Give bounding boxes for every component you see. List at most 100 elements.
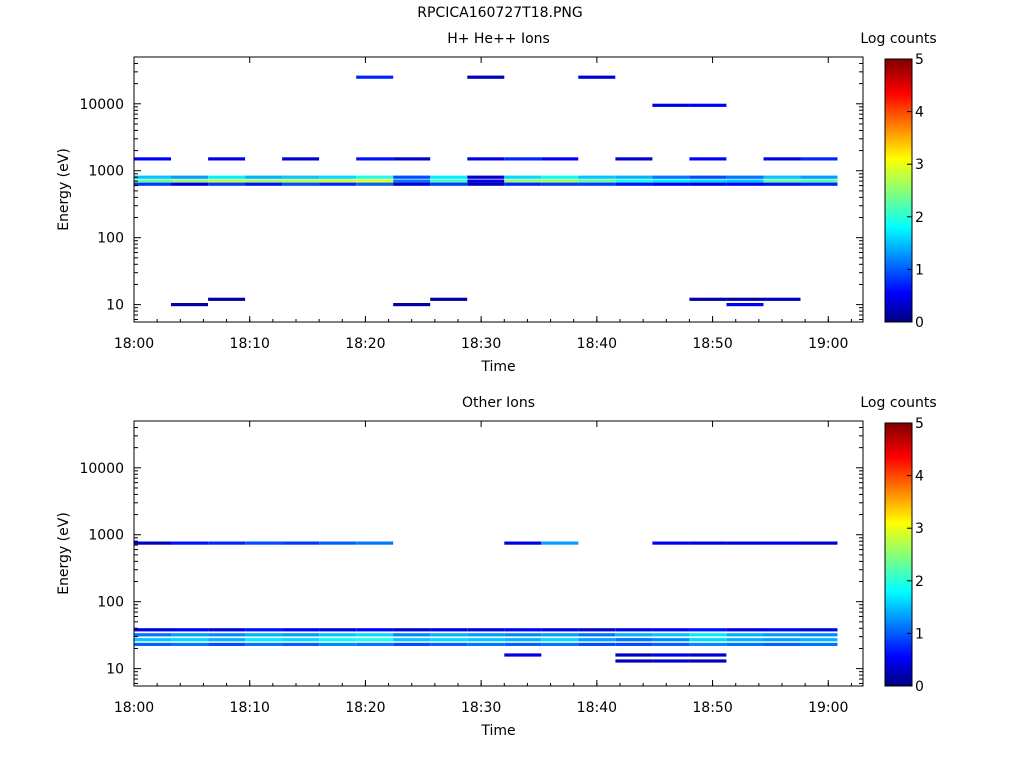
heatmap-cell [430, 297, 468, 301]
heatmap-cell [652, 628, 690, 632]
heatmap-cell [652, 642, 690, 646]
heatmap-cell [726, 182, 764, 186]
heatmap-cell [689, 103, 727, 107]
colorbar-tick-label: 4 [915, 105, 924, 121]
heatmap-cell [541, 628, 579, 632]
heatmap-cell [134, 628, 171, 632]
heatmap-cell [430, 638, 468, 642]
heatmap-cell [467, 633, 505, 637]
heatmap-cell [615, 653, 653, 657]
heatmap-cell [356, 157, 394, 161]
heatmap-cell [171, 303, 208, 307]
heatmap-cell [208, 157, 246, 161]
heatmap-cell [800, 182, 838, 186]
heatmap-cell [652, 179, 690, 183]
x-tick-label: 18:50 [692, 336, 732, 352]
heatmap-cell [504, 179, 542, 183]
heatmap-cell [763, 638, 801, 642]
panel-other-ions: Other Ions 18:00 18:10 18:20 18:30 18:40 18:50… [56, 395, 937, 739]
heatmap-cell [356, 75, 394, 79]
y-tick-label: 1000 [88, 164, 124, 180]
colorbar-tick-label: 3 [915, 157, 924, 173]
heatmap-cell [652, 541, 690, 545]
heatmap-cell [800, 175, 838, 179]
heatmap-cell [171, 541, 208, 545]
heatmap-cell [171, 642, 208, 646]
heatmap-cell [171, 633, 208, 637]
heatmap-cell [578, 175, 616, 179]
heatmap-cell [541, 638, 579, 642]
heatmap-cell [615, 179, 653, 183]
heatmap-cell [171, 638, 208, 642]
heatmap-cell [319, 182, 357, 186]
heatmap-cell [689, 653, 727, 657]
plot-frame [133, 56, 864, 323]
heatmap-cell [726, 179, 764, 183]
y-axis: 10 100 1000 10000 [79, 56, 863, 320]
heatmap-cell [504, 628, 542, 632]
heatmap-cell [689, 642, 727, 646]
heatmap-cell [652, 103, 690, 107]
heatmap-cell [726, 638, 764, 642]
heatmap-cell [800, 179, 838, 183]
colorbar-label: Log counts [860, 31, 936, 47]
heatmap-cell [282, 628, 320, 632]
heatmap-cell [726, 642, 764, 646]
heatmap-cell [763, 179, 801, 183]
heatmap-cell [615, 157, 653, 161]
heatmap-cell [763, 628, 801, 632]
y-tick-label: 10000 [79, 461, 124, 477]
x-axis: 18:00 18:10 18:20 18:30 18:40 18:50 19:00 [114, 421, 852, 716]
heatmap-cell [208, 297, 246, 301]
x-tick-label: 19:00 [808, 700, 848, 716]
colorbar-tick-label: 0 [915, 679, 924, 695]
colorbar-tick-label: 5 [915, 416, 924, 432]
colorbar-tick-label: 1 [915, 262, 924, 278]
heatmap-cell [763, 297, 801, 301]
heatmap-cell [467, 75, 505, 79]
heatmap-cell [615, 633, 653, 637]
heatmap-cell [578, 182, 616, 186]
x-tick-label: 18:40 [577, 700, 617, 716]
heatmap-cell [504, 157, 542, 161]
y-tick-label: 10 [106, 662, 124, 678]
colorbar-tick-label: 2 [915, 210, 924, 226]
heatmap-cell [319, 179, 357, 183]
heatmap-cell [134, 633, 171, 637]
colorbar-label: Log counts [860, 395, 936, 411]
heatmap-cell [282, 179, 320, 183]
heatmap-cell [504, 642, 542, 646]
x-tick-label: 18:40 [577, 336, 617, 352]
heatmap-cell [541, 175, 579, 179]
page-title: RPCICA160727T18.PNG [417, 5, 583, 21]
heatmap-cell [615, 628, 653, 632]
heatmap-cell [726, 297, 764, 301]
heatmap-cell [430, 633, 468, 637]
heatmap-cell [578, 75, 616, 79]
heatmap-cell [356, 541, 394, 545]
colorbar-tick-label: 4 [915, 469, 924, 485]
plot-frame [133, 420, 864, 687]
heatmap-cell [504, 633, 542, 637]
colorbar-gradient [884, 58, 913, 323]
heatmap-cell [393, 642, 431, 646]
heatmap-cell [393, 175, 431, 179]
heatmap-cell [763, 541, 801, 545]
colorbar-gradient [884, 422, 913, 687]
heatmap-cell [319, 175, 357, 179]
heatmap-cell [356, 628, 394, 632]
heatmap-cell [430, 642, 468, 646]
heatmap-cell [763, 642, 801, 646]
heatmap-cell [282, 182, 320, 186]
heatmap-cell [726, 628, 764, 632]
heatmap-cell [208, 182, 246, 186]
heatmap-cell [689, 157, 727, 161]
heatmap-cell [652, 182, 690, 186]
heatmap-cell [282, 638, 320, 642]
heatmap-cells [134, 541, 838, 663]
heatmap-cell [615, 175, 653, 179]
heatmap-cell [208, 633, 246, 637]
heatmap-cell [689, 297, 727, 301]
